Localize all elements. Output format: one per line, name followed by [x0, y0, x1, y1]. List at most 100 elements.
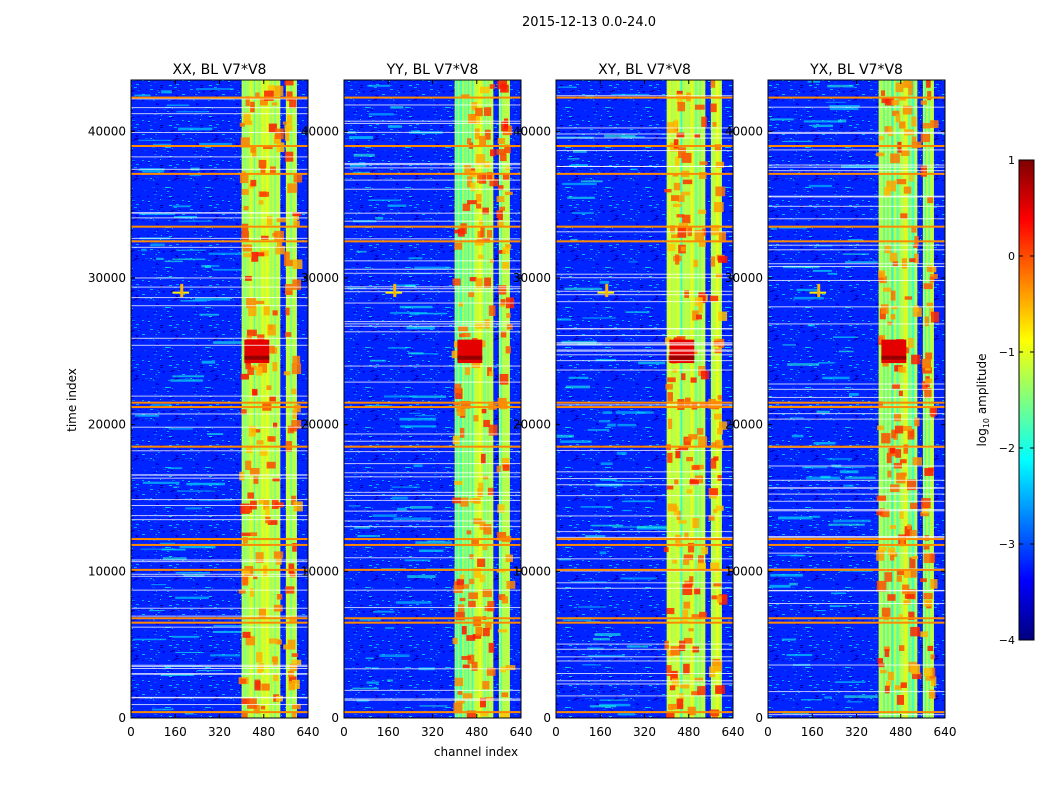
flag-line [131, 286, 308, 288]
band-blotch [913, 244, 919, 248]
noise-streak [370, 359, 386, 362]
x-tick-label: 480 [252, 725, 275, 739]
band-blotch [907, 524, 912, 530]
band-blotch [714, 144, 721, 152]
noise-streak [194, 297, 231, 301]
band-blotch [240, 409, 247, 415]
noise-streak [845, 261, 878, 264]
noise-streak [599, 703, 631, 707]
noise-streak [813, 442, 836, 445]
band-blotch [878, 135, 884, 141]
y-tick-label: 30000 [725, 271, 763, 285]
flag-line [768, 537, 945, 539]
band-blotch [930, 120, 939, 128]
band-blotch [678, 445, 689, 451]
band-blotch [687, 542, 695, 553]
noise-streak [849, 393, 859, 396]
band-blotch [889, 446, 896, 454]
band-blotch [499, 373, 509, 385]
flag-line [768, 602, 945, 604]
band-blotch [926, 265, 933, 272]
panel-title: XY, BL V7*V8 [598, 62, 691, 78]
noise-streak [176, 111, 209, 113]
noise-streak [616, 451, 627, 455]
band-blotch [275, 695, 283, 702]
noise-streak [800, 699, 823, 701]
band-blotch [497, 629, 508, 633]
flag-line [556, 515, 733, 517]
noise-streak [408, 257, 423, 260]
band-blotch [717, 475, 722, 481]
flag-line [556, 582, 733, 584]
heatmap-panels: XX, BL V7*V8 0 160 320 480 640 0 10000 20000 3000… [88, 62, 957, 739]
band-blotch [496, 149, 506, 155]
band-blotch [506, 324, 513, 330]
band-blotch [267, 324, 276, 336]
band-blotch [715, 161, 725, 168]
band-blotch [666, 712, 675, 718]
noise-streak [418, 549, 444, 553]
band-blotch [249, 588, 255, 597]
band-blotch [883, 646, 890, 652]
noise-streak [357, 534, 381, 538]
band-blotch [242, 576, 248, 586]
band-blotch [500, 666, 506, 673]
band-blotch [460, 427, 465, 438]
band-blotch [885, 680, 892, 687]
noise-streak [400, 425, 437, 428]
band-blotch [474, 239, 485, 246]
band-blotch [496, 465, 501, 473]
rfi-time-row [556, 145, 733, 147]
noise-streak [356, 250, 367, 253]
noise-streak [185, 507, 202, 510]
flag-line [131, 561, 308, 563]
flag-line [556, 165, 733, 167]
band-blotch [701, 116, 707, 127]
x-tick-label: 480 [889, 725, 912, 739]
flag-line [768, 205, 945, 207]
band-blotch [475, 278, 483, 288]
flag-line [344, 291, 521, 293]
band-blotch [253, 575, 258, 580]
band-blotch [254, 679, 261, 689]
band-blotch [906, 479, 917, 491]
rfi-time-row [131, 96, 308, 99]
flag-line [344, 288, 521, 290]
band-blotch [676, 698, 684, 710]
flag-line [131, 559, 308, 561]
flag-line [768, 552, 945, 554]
x-tick-label: 320 [421, 725, 444, 739]
noise-streak [365, 657, 374, 660]
noise-streak [372, 514, 397, 517]
rfi-time-row [344, 225, 521, 228]
noise-streak [600, 478, 617, 481]
band-stripe [261, 80, 264, 718]
band-blotch [285, 332, 292, 337]
heatmap-image [131, 80, 308, 718]
flag-line [344, 698, 521, 700]
band-blotch [500, 331, 507, 338]
flag-line [556, 360, 733, 362]
noise-streak [153, 143, 172, 147]
noise-streak [176, 249, 206, 251]
noise-streak [827, 272, 838, 275]
flag-line [768, 279, 945, 281]
noise-streak [175, 596, 209, 599]
band-blotch [288, 680, 295, 691]
band-stripe [898, 80, 901, 718]
band-blotch [667, 503, 677, 512]
noise-streak [827, 84, 854, 88]
band-blotch [271, 102, 278, 106]
band-blotch [286, 91, 293, 101]
band-blotch [452, 637, 458, 645]
rfi-time-row [556, 538, 733, 541]
band-blotch [898, 366, 906, 373]
band-blotch [488, 642, 495, 653]
band-blotch [479, 86, 490, 94]
flag-line [768, 396, 945, 398]
band-blotch [713, 660, 723, 672]
band-blotch [883, 287, 892, 292]
noise-streak [568, 376, 589, 379]
flag-line [131, 477, 308, 479]
band-blotch [284, 128, 290, 135]
